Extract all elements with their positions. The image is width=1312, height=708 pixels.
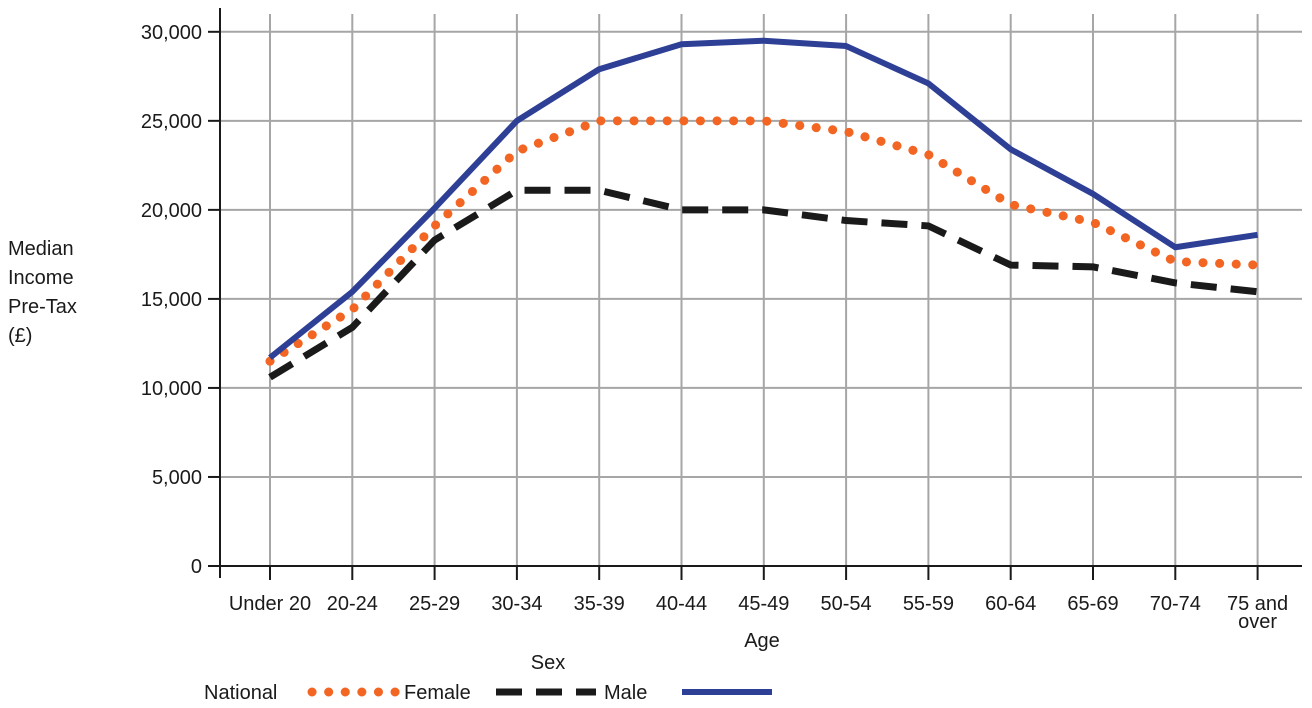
y-tick-label: 20,000 xyxy=(141,200,202,222)
legend-title: Sex xyxy=(531,652,565,674)
legend: Sex National Female Male xyxy=(204,652,772,704)
x-tick-label: 75 and over xyxy=(1227,593,1288,633)
y-tick-label: 10,000 xyxy=(141,378,202,400)
x-tick-label: 45-49 xyxy=(738,593,789,615)
x-tick-labels: Under 20 20-24 25-29 30-34 35-39 40-44 45-49 50… xyxy=(229,593,1288,633)
y-tick-label: 25,000 xyxy=(141,111,202,133)
legend-label-female: Female xyxy=(404,682,471,704)
x-axis-label: Age xyxy=(744,630,780,652)
y-tick-label: 15,000 xyxy=(141,289,202,311)
series-line-national xyxy=(265,116,1263,366)
y-tick-label: 0 xyxy=(191,556,202,578)
x-tick-label: 20-24 xyxy=(327,593,378,615)
x-tick-label: Under 20 xyxy=(229,593,311,615)
x-tick-label: 35-39 xyxy=(574,593,625,615)
y-tick-label: 30,000 xyxy=(141,22,202,44)
grid-lines xyxy=(220,14,1302,566)
y-tick-label: 5,000 xyxy=(152,467,202,489)
legend-label-national: National xyxy=(204,682,277,704)
series-line-male xyxy=(268,37,1259,361)
series-line-female xyxy=(268,186,1258,381)
x-tick-label: 30-34 xyxy=(491,593,542,615)
y-axis-label: Median Income Pre-Tax (£) xyxy=(8,238,77,347)
legend-label-male: Male xyxy=(604,682,647,704)
x-tick-label: 50-54 xyxy=(821,593,872,615)
x-tick-label: 60-64 xyxy=(985,593,1036,615)
x-tick-label: 25-29 xyxy=(409,593,460,615)
y-axis-label-text: Median Income Pre-Tax (£) xyxy=(8,238,77,347)
axes xyxy=(208,8,1302,580)
x-tick-label: 70-74 xyxy=(1150,593,1201,615)
series-lines xyxy=(265,37,1263,381)
x-tick-label: 55-59 xyxy=(903,593,954,615)
x-tick-label: 65-69 xyxy=(1067,593,1118,615)
x-tick-label: 40-44 xyxy=(656,593,707,615)
y-tick-labels: 0 5,000 10,000 15,000 20,000 25,000 30,000 xyxy=(141,22,202,578)
